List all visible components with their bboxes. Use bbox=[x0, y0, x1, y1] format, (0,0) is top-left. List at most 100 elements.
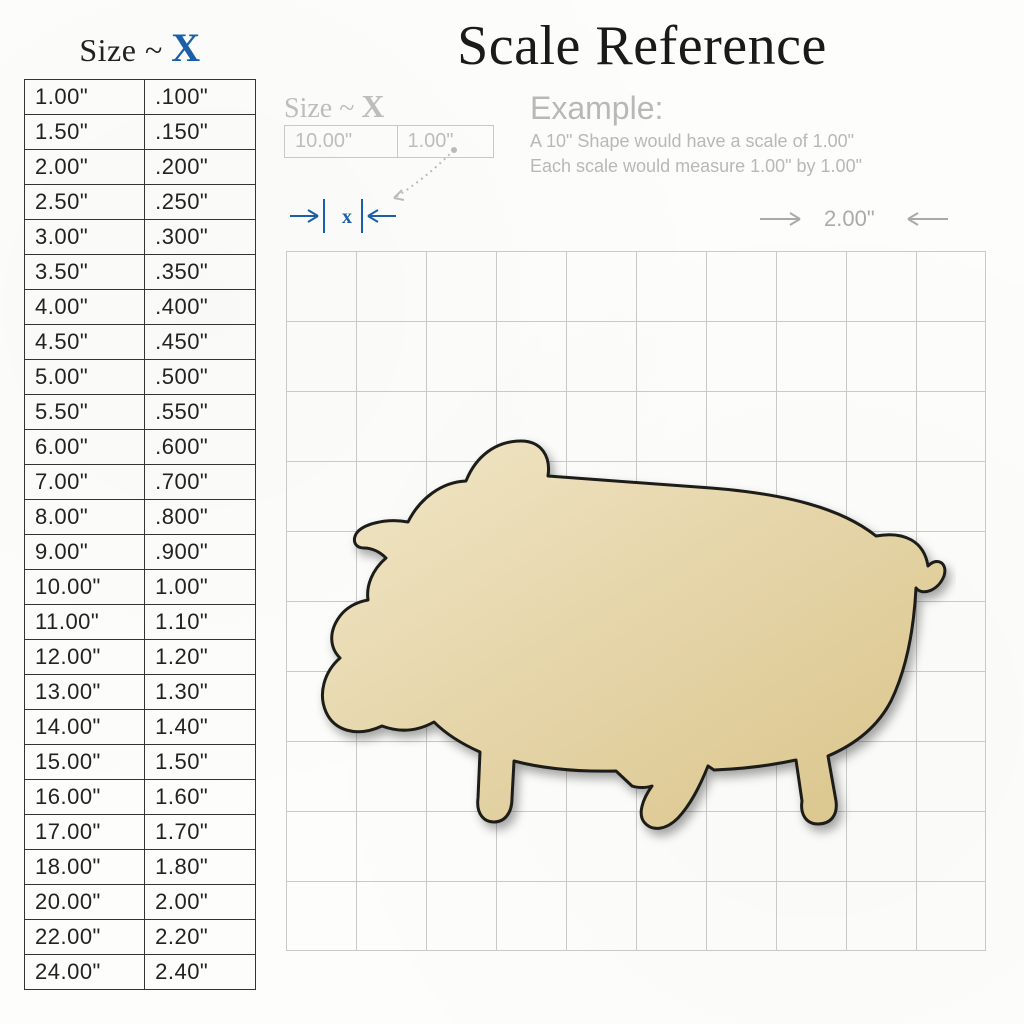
table-row: 4.00".400" bbox=[25, 290, 256, 325]
size-table-header: Size ~ X bbox=[24, 20, 256, 79]
cell-size: 7.00" bbox=[25, 465, 145, 500]
two-inch-label: 2.00" bbox=[824, 206, 875, 231]
cell-x: .300" bbox=[145, 220, 256, 255]
table-row: 7.00".700" bbox=[25, 465, 256, 500]
layout: Size ~ X 1.00".100"1.50".150"2.00".200"2… bbox=[24, 20, 1000, 1000]
example-line-1: A 10" Shape would have a scale of 1.00" bbox=[530, 129, 1000, 154]
x-indicator-label: x bbox=[342, 206, 352, 228]
cell-size: 11.00" bbox=[25, 605, 145, 640]
cell-size: 9.00" bbox=[25, 535, 145, 570]
table-row: 5.00".500" bbox=[25, 360, 256, 395]
example-line-2: Each scale would measure 1.00" by 1.00" bbox=[530, 154, 1000, 179]
cell-size: 12.00" bbox=[25, 640, 145, 675]
cell-size: 2.00" bbox=[25, 150, 145, 185]
mini-header: Size ~ X bbox=[284, 88, 494, 125]
right-panel: Scale Reference Size ~ X 10.00" 1.00" Ex… bbox=[284, 20, 1000, 1000]
cell-x: .900" bbox=[145, 535, 256, 570]
cell-size: 4.50" bbox=[25, 325, 145, 360]
cell-size: 18.00" bbox=[25, 850, 145, 885]
mini-header-x: X bbox=[361, 88, 384, 124]
cell-x: .100" bbox=[145, 80, 256, 115]
size-header-x: X bbox=[171, 25, 200, 70]
mini-table-body: 10.00" 1.00" bbox=[284, 125, 494, 158]
cell-size: 6.00" bbox=[25, 430, 145, 465]
mini-size-table: Size ~ X 10.00" 1.00" bbox=[284, 88, 494, 158]
mini-cell-size: 10.00" bbox=[285, 126, 398, 158]
table-row: 4.50".450" bbox=[25, 325, 256, 360]
table-row: 9.00".900" bbox=[25, 535, 256, 570]
page-title: Scale Reference bbox=[284, 14, 1000, 78]
table-row: 14.00"1.40" bbox=[25, 710, 256, 745]
cell-x: 1.60" bbox=[145, 780, 256, 815]
cell-x: 2.40" bbox=[145, 955, 256, 990]
meta-row: Size ~ X 10.00" 1.00" Example: A 10" Sha… bbox=[284, 88, 1000, 179]
cell-size: 5.50" bbox=[25, 395, 145, 430]
mini-header-prefix: Size ~ bbox=[284, 93, 361, 124]
grid-wrap bbox=[286, 251, 986, 951]
cell-x: 1.80" bbox=[145, 850, 256, 885]
pig-shape-icon bbox=[316, 421, 956, 851]
cell-size: 1.00" bbox=[25, 80, 145, 115]
cell-x: 1.10" bbox=[145, 605, 256, 640]
table-row: 15.00"1.50" bbox=[25, 745, 256, 780]
cell-size: 4.00" bbox=[25, 290, 145, 325]
cell-size: 13.00" bbox=[25, 675, 145, 710]
size-header-prefix: Size ~ bbox=[79, 32, 171, 68]
cell-x: 1.00" bbox=[145, 570, 256, 605]
table-row: 2.50".250" bbox=[25, 185, 256, 220]
table-row: 11.00"1.10" bbox=[25, 605, 256, 640]
cell-size: 3.50" bbox=[25, 255, 145, 290]
table-row: 1.50".150" bbox=[25, 115, 256, 150]
mini-cell-x: 1.00" bbox=[397, 126, 494, 158]
cell-size: 2.50" bbox=[25, 185, 145, 220]
cell-x: 2.00" bbox=[145, 885, 256, 920]
table-row: 13.00"1.30" bbox=[25, 675, 256, 710]
cell-x: 2.20" bbox=[145, 920, 256, 955]
cell-size: 20.00" bbox=[25, 885, 145, 920]
cell-x: .250" bbox=[145, 185, 256, 220]
table-row: 10.00"1.00" bbox=[25, 570, 256, 605]
table-row: 3.50".350" bbox=[25, 255, 256, 290]
cell-x: 1.30" bbox=[145, 675, 256, 710]
cell-size: 16.00" bbox=[25, 780, 145, 815]
size-table-body: 1.00".100"1.50".150"2.00".200"2.50".250"… bbox=[24, 79, 256, 990]
cell-x: 1.70" bbox=[145, 815, 256, 850]
table-row: 12.00"1.20" bbox=[25, 640, 256, 675]
cell-size: 3.00" bbox=[25, 220, 145, 255]
table-row: 3.00".300" bbox=[25, 220, 256, 255]
cell-x: 1.40" bbox=[145, 710, 256, 745]
table-row: 2.00".200" bbox=[25, 150, 256, 185]
cell-size: 1.50" bbox=[25, 115, 145, 150]
cell-x: .200" bbox=[145, 150, 256, 185]
cell-size: 10.00" bbox=[25, 570, 145, 605]
table-row: 24.00"2.40" bbox=[25, 955, 256, 990]
size-table: Size ~ X 1.00".100"1.50".150"2.00".200"2… bbox=[24, 20, 256, 1000]
example-block: Example: A 10" Shape would have a scale … bbox=[530, 88, 1000, 179]
cell-x: .550" bbox=[145, 395, 256, 430]
table-row: 18.00"1.80" bbox=[25, 850, 256, 885]
table-row: 5.50".550" bbox=[25, 395, 256, 430]
cell-size: 8.00" bbox=[25, 500, 145, 535]
cell-x: .800" bbox=[145, 500, 256, 535]
cell-x: .350" bbox=[145, 255, 256, 290]
cell-x: .150" bbox=[145, 115, 256, 150]
table-row: 1.00".100" bbox=[25, 80, 256, 115]
cell-x: .600" bbox=[145, 430, 256, 465]
x-scale-indicator: x bbox=[290, 191, 410, 241]
cell-size: 14.00" bbox=[25, 710, 145, 745]
table-row: 17.00"1.70" bbox=[25, 815, 256, 850]
cell-x: 1.20" bbox=[145, 640, 256, 675]
cell-size: 15.00" bbox=[25, 745, 145, 780]
cell-x: .700" bbox=[145, 465, 256, 500]
cell-size: 22.00" bbox=[25, 920, 145, 955]
table-row: 20.00"2.00" bbox=[25, 885, 256, 920]
cell-size: 17.00" bbox=[25, 815, 145, 850]
example-heading: Example: bbox=[530, 90, 1000, 127]
table-row: 22.00"2.20" bbox=[25, 920, 256, 955]
table-row: 8.00".800" bbox=[25, 500, 256, 535]
cell-x: .400" bbox=[145, 290, 256, 325]
cell-size: 24.00" bbox=[25, 955, 145, 990]
indicator-row: x 2.00" bbox=[284, 183, 1000, 251]
table-row: 16.00"1.60" bbox=[25, 780, 256, 815]
table-row: 6.00".600" bbox=[25, 430, 256, 465]
